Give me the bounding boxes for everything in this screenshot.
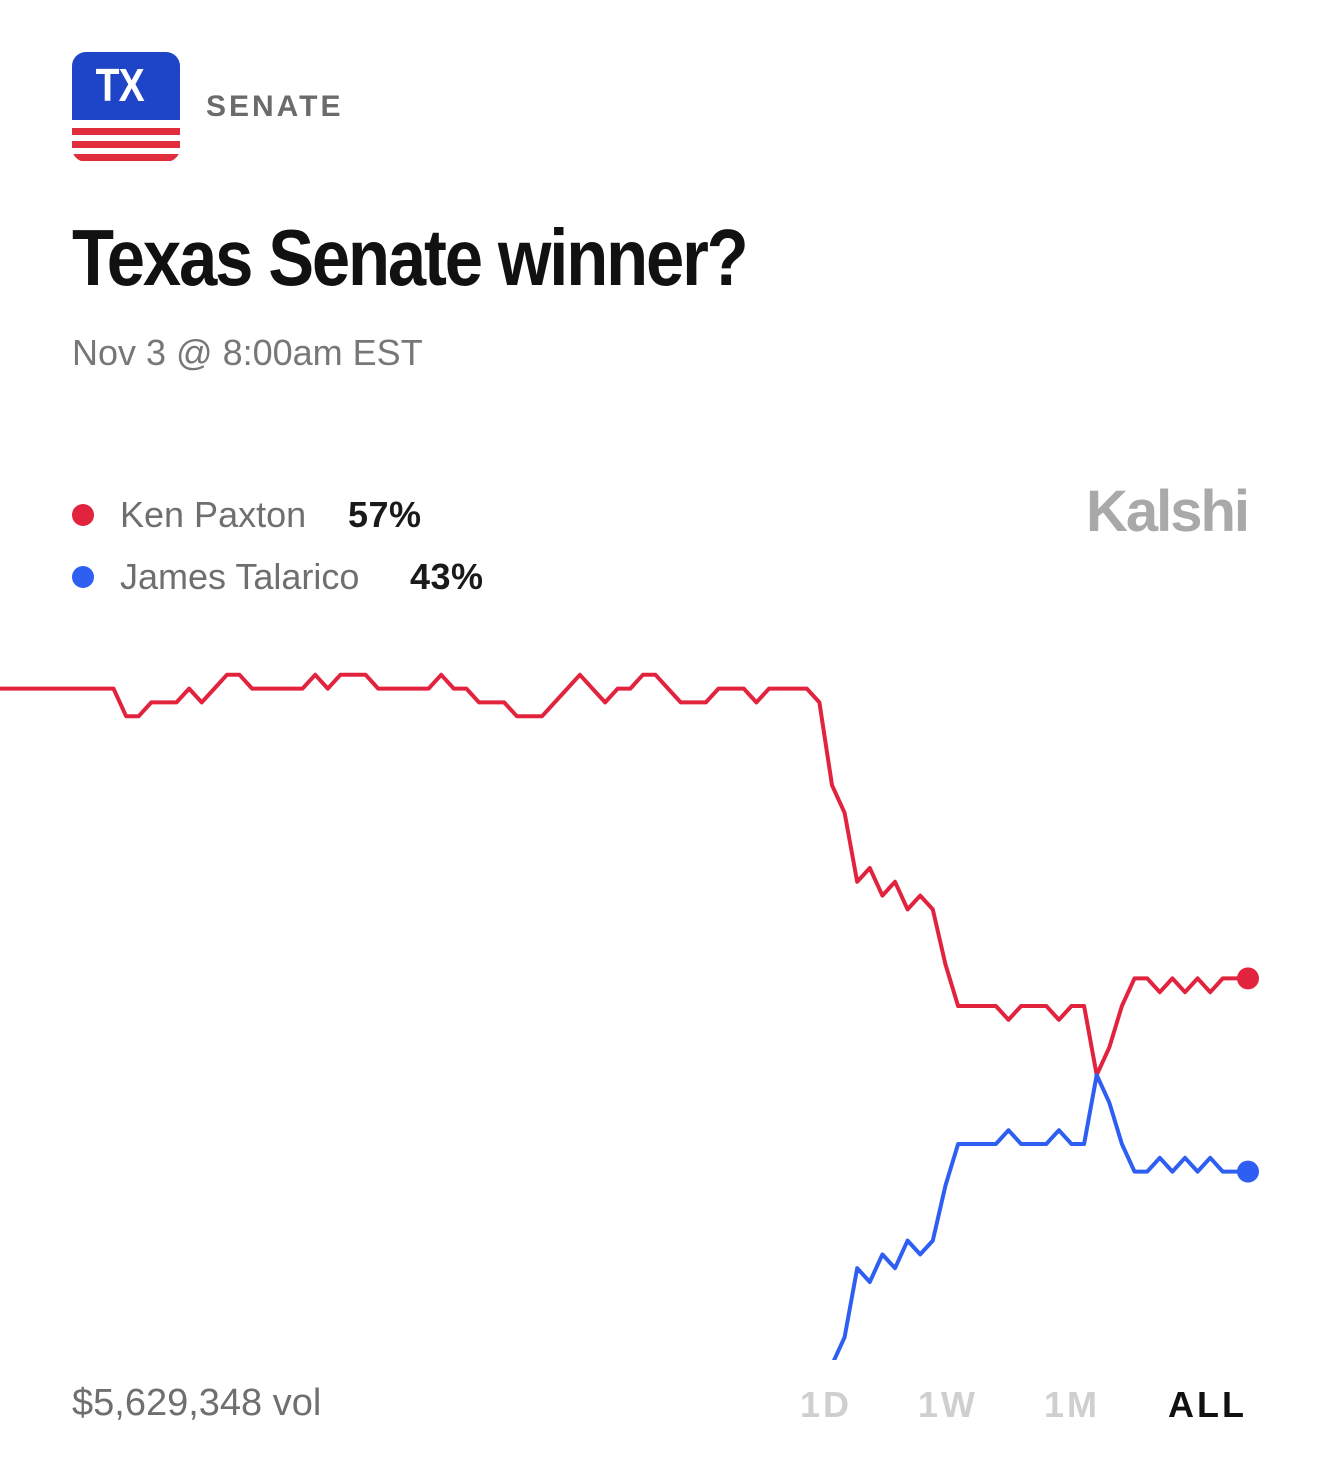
legend-dot-icon <box>72 566 94 588</box>
price-chart <box>0 672 1259 1360</box>
legend-label: Ken Paxton <box>120 494 307 535</box>
series-line-talarico <box>831 1073 1248 1360</box>
market-close-time: Nov 3 @ 8:00am EST <box>72 332 423 373</box>
series-endpoint-talarico <box>1237 1160 1259 1183</box>
range-button-1d[interactable]: 1D <box>800 1384 853 1425</box>
range-button-all[interactable]: ALL <box>1168 1384 1247 1425</box>
badge-state-code: TX <box>95 59 145 111</box>
brand-logo: Kalshi <box>1085 479 1250 544</box>
range-button-1m[interactable]: 1M <box>1044 1384 1101 1425</box>
legend-value: 43% <box>410 556 484 597</box>
badge-blue-field <box>72 52 180 120</box>
badge-stripe <box>72 154 180 161</box>
trading-volume: $5,629,348 vol <box>72 1382 322 1424</box>
badge-stripe <box>72 128 180 135</box>
badge-stripe <box>72 141 180 148</box>
market-category: SENATE <box>206 90 344 123</box>
range-button-1w[interactable]: 1W <box>918 1384 978 1425</box>
legend-label: James Talarico <box>120 556 360 597</box>
series-endpoint-paxton <box>1237 967 1259 990</box>
page-title: Texas Senate winner? <box>72 213 749 302</box>
legend-dot-icon <box>72 504 94 526</box>
state-badge: TX <box>72 52 180 162</box>
legend-value: 57% <box>348 494 422 535</box>
series-line-paxton <box>0 672 1248 1077</box>
